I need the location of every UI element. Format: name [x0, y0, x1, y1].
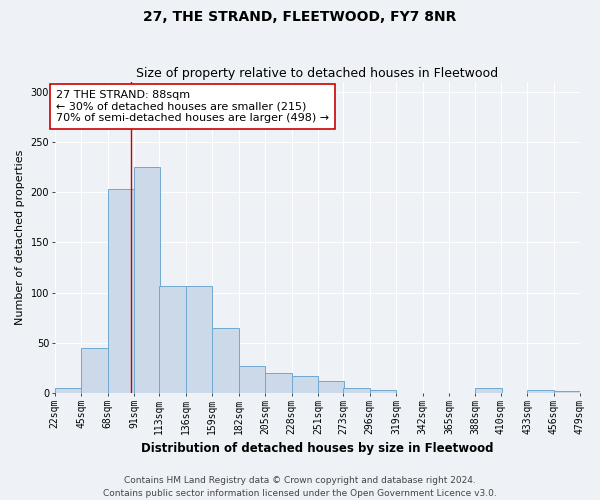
Bar	[475, 388, 502, 393]
Bar	[55, 388, 81, 393]
Title: Size of property relative to detached houses in Fleetwood: Size of property relative to detached ho…	[136, 66, 499, 80]
Bar	[554, 391, 580, 393]
Bar	[527, 390, 554, 393]
Bar	[318, 381, 344, 393]
Bar	[239, 366, 265, 393]
Bar	[265, 373, 292, 393]
Bar	[212, 328, 239, 393]
X-axis label: Distribution of detached houses by size in Fleetwood: Distribution of detached houses by size …	[141, 442, 494, 455]
Bar	[343, 388, 370, 393]
Bar	[107, 190, 134, 393]
Bar	[160, 286, 186, 393]
Bar	[292, 376, 318, 393]
Y-axis label: Number of detached properties: Number of detached properties	[15, 150, 25, 325]
Bar	[81, 348, 107, 393]
Bar	[370, 390, 396, 393]
Text: 27 THE STRAND: 88sqm
← 30% of detached houses are smaller (215)
70% of semi-deta: 27 THE STRAND: 88sqm ← 30% of detached h…	[56, 90, 329, 123]
Bar	[186, 286, 212, 393]
Text: Contains HM Land Registry data © Crown copyright and database right 2024.
Contai: Contains HM Land Registry data © Crown c…	[103, 476, 497, 498]
Text: 27, THE STRAND, FLEETWOOD, FY7 8NR: 27, THE STRAND, FLEETWOOD, FY7 8NR	[143, 10, 457, 24]
Bar	[134, 168, 160, 393]
